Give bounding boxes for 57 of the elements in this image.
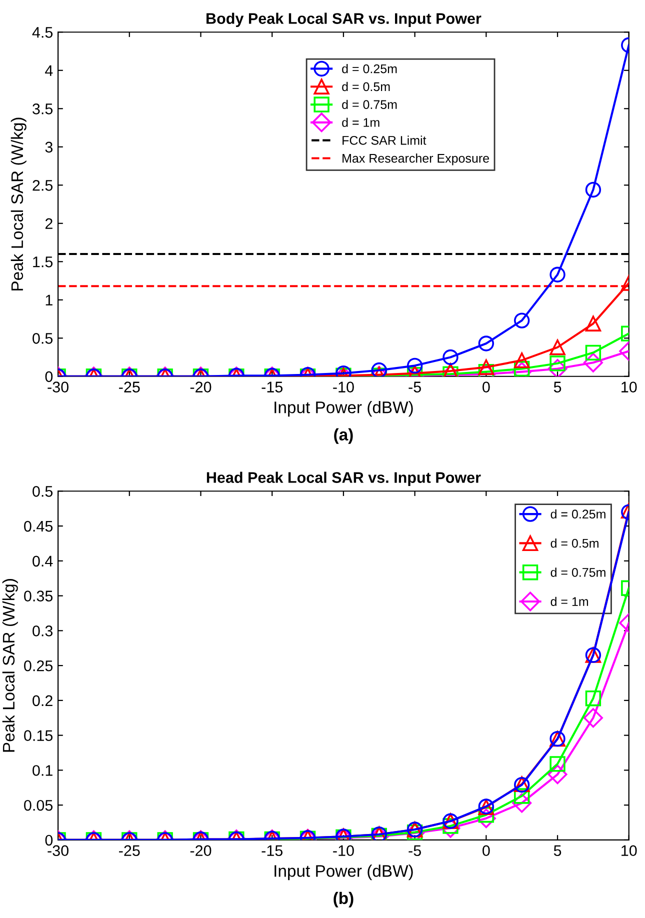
y-tick-label: 2 <box>45 218 52 229</box>
chart-title: Body Peak Local SAR vs. Input Power <box>206 12 482 27</box>
text: (b) <box>334 892 354 908</box>
x-tick-label: -5 <box>408 382 421 392</box>
legend-label: d = 1m <box>342 118 380 127</box>
legend-label: d = 0.75m <box>342 100 397 110</box>
y-axis-title: Peak Local SAR (W/kg) <box>10 118 26 290</box>
legend-label: Max Researcher Exposure <box>342 154 489 166</box>
y-tick-label: 0.4 <box>32 556 53 567</box>
legend-label: d = 0.75m <box>550 568 606 577</box>
x-tick-label: -30 <box>48 845 68 856</box>
x-tick-label: -10 <box>333 845 354 856</box>
y-tick-label: 3.5 <box>32 104 53 114</box>
legend-label: FCC SAR Limit <box>342 136 426 145</box>
legend-label: d = 1m <box>550 596 588 606</box>
y-tick-label: 0.45 <box>24 520 53 532</box>
legend-label: d = 0.5m <box>342 82 390 92</box>
y-tick-label: 0 <box>45 834 53 846</box>
y-tick-label: 0 <box>45 371 53 382</box>
legend-label: d = 0.25m <box>550 509 606 519</box>
y-tick-label: 0.05 <box>24 800 53 811</box>
y-tick-label: 0.35 <box>24 590 53 602</box>
x-tick-label: -15 <box>262 845 283 856</box>
x-tick-label: 0 <box>482 382 490 392</box>
y-tick-label: 0.5 <box>32 333 53 344</box>
y-tick-label: 2.5 <box>32 180 53 191</box>
y-tick-label: 4.5 <box>32 27 53 38</box>
x-tick-label: 10 <box>622 845 637 856</box>
y-tick-label: 0.1 <box>32 765 52 776</box>
legend-label: d = 0.5m <box>550 538 598 548</box>
x-tick-label: -25 <box>119 382 140 392</box>
text: (a) <box>334 428 353 444</box>
x-tick-label: -25 <box>119 845 140 856</box>
x-tick-label: 0 <box>482 845 490 856</box>
x-axis-title: Input Power (dBW) <box>274 401 413 417</box>
x-axis-title: Input Power (dBW) <box>274 864 413 880</box>
y-tick-label: 1 <box>46 294 52 306</box>
legend-label: d = 0.25m <box>342 64 397 74</box>
y-tick-label: 0.15 <box>24 730 53 742</box>
y-tick-label: 0.2 <box>32 695 52 706</box>
y-tick-label: 4 <box>45 65 53 76</box>
x-tick-label: -20 <box>190 382 212 392</box>
y-tick-label: 3 <box>45 142 53 153</box>
y-tick-label: 0.3 <box>32 626 53 636</box>
x-tick-label: -15 <box>262 382 283 392</box>
x-tick-label: 10 <box>622 382 637 392</box>
x-tick-label: 5 <box>554 845 562 856</box>
x-tick-label: 5 <box>554 382 562 392</box>
x-tick-label: -30 <box>48 382 68 392</box>
x-tick-label: -20 <box>190 845 212 856</box>
y-tick-label: 1.5 <box>33 256 53 268</box>
chart-title: Head Peak Local SAR vs. Input Power <box>206 472 481 486</box>
x-tick-label: -10 <box>333 382 354 392</box>
y-tick-label: 0.5 <box>32 486 53 497</box>
y-tick-label: 0.25 <box>24 660 53 672</box>
x-tick-label: -5 <box>408 845 421 856</box>
y-axis-title: Peak Local SAR (W/kg) <box>2 579 18 752</box>
